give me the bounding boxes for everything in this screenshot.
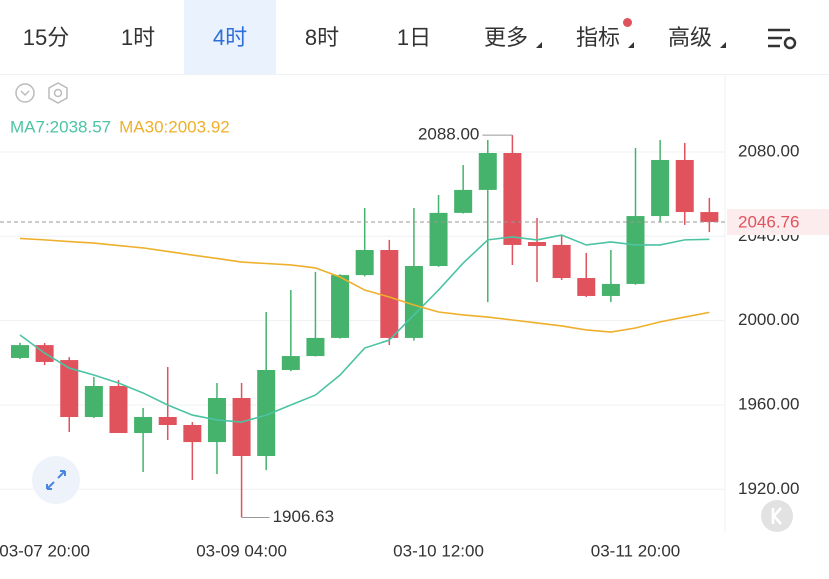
candle-body	[675, 159, 694, 213]
tab[interactable]: 更多	[460, 0, 552, 74]
annotation-label: 2088.00	[418, 125, 479, 144]
ma-line	[19, 234, 710, 423]
dropdown-arrow	[720, 42, 726, 48]
last-price-box	[727, 209, 829, 236]
tab-label: 指标	[575, 25, 620, 50]
expand-icon	[46, 470, 66, 490]
tab[interactable]: 8时	[276, 0, 368, 74]
ma-line	[19, 237, 710, 333]
candle-body	[528, 241, 547, 246]
y-tick-label: 2000.00	[738, 310, 799, 329]
plot: 1920.001960.002000.002040.002080.0003-07…	[0, 117, 799, 560]
candle-body	[478, 153, 497, 190]
tab-label: 更多	[483, 25, 528, 50]
candle-body	[183, 425, 202, 443]
candle-body	[232, 398, 251, 456]
tab[interactable]: 高级	[644, 0, 736, 74]
candle-body	[651, 159, 670, 217]
settings-hex[interactable]	[48, 82, 68, 104]
candle-body	[601, 283, 620, 296]
tab[interactable]: 4时	[184, 0, 276, 74]
candle-body	[281, 356, 300, 370]
toolbar: 15分 1时 4时 8时 1日 更多 指标 高级	[0, 0, 829, 75]
y-tick-label: 1960.00	[738, 394, 799, 413]
settings-icon[interactable]	[768, 28, 797, 50]
tab-label: 高级	[667, 25, 712, 50]
candle-body	[134, 416, 153, 434]
candle-body	[429, 212, 448, 267]
x-tick-label: 03-07 20:00	[0, 541, 90, 560]
notice-dot	[623, 18, 632, 27]
x-tick-label: 03-10 12:00	[393, 541, 484, 560]
candle-body	[158, 416, 177, 425]
candle-body	[404, 266, 423, 338]
x-tick-label: 03-09 04:00	[196, 541, 287, 560]
collapse-arrow	[20, 90, 30, 97]
candle-body	[380, 250, 399, 338]
candle-body	[331, 275, 350, 338]
tab[interactable]: 1时	[92, 0, 184, 74]
back-icon	[771, 507, 782, 525]
candle-body	[109, 385, 128, 434]
candle-body	[454, 189, 473, 213]
tab[interactable]: 15分	[0, 0, 92, 74]
back-button[interactable]	[761, 500, 793, 532]
x-tick-label: 03-11 20:00	[591, 541, 680, 560]
candle-body	[503, 153, 522, 245]
candle-body	[626, 216, 645, 284]
tab[interactable]: 指标	[552, 0, 644, 74]
tab-label: 15分	[22, 25, 70, 50]
settings-hex-dot	[53, 88, 63, 98]
y-tick-label: 2080.00	[738, 141, 799, 160]
dropdown-arrow	[628, 42, 634, 48]
legend-entry: MA30:2003.92	[119, 117, 230, 136]
candle-body	[700, 212, 719, 223]
y-tick-label: 1920.00	[738, 479, 799, 498]
annotation-label: 1906.63	[273, 507, 334, 526]
legend-entry: MA7:2038.57	[10, 117, 111, 136]
candle-body	[552, 244, 571, 279]
candle-body	[11, 345, 29, 358]
expand-button[interactable]	[32, 456, 80, 504]
candle-body	[257, 369, 276, 456]
tab-label: 1日	[396, 25, 432, 50]
candle-body	[355, 250, 374, 276]
candle-body	[577, 278, 596, 296]
tab-label: 1时	[120, 25, 156, 50]
candle-body	[60, 360, 79, 417]
candle-body	[84, 385, 103, 417]
tab-label: 4时	[212, 25, 248, 50]
dropdown-arrow	[536, 42, 542, 48]
candle-body	[306, 337, 325, 357]
collapse-icon[interactable]	[15, 83, 35, 103]
tab-label: 8时	[304, 25, 340, 50]
tab[interactable]: 1日	[368, 0, 460, 74]
last-price-label: 2046.76	[738, 213, 799, 232]
